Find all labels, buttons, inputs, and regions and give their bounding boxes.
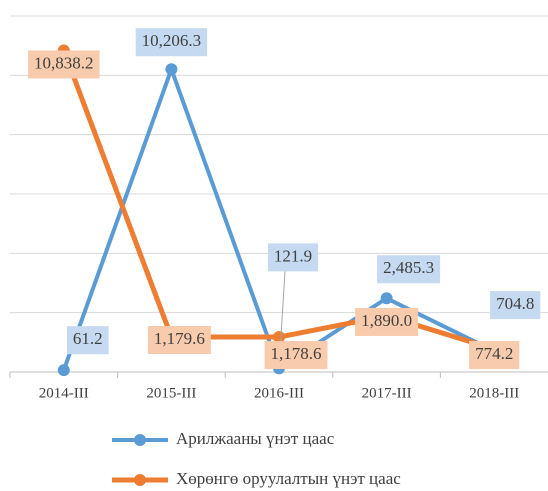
data-label: 704.8 <box>490 291 541 320</box>
data-label-box <box>147 326 211 355</box>
legend-label: Хөрөнгө оруулалтын үнэт цаас <box>176 469 401 488</box>
data-label-text: 2,485.3 <box>383 258 434 277</box>
data-label-text: 61.2 <box>73 329 103 348</box>
data-label-box <box>490 291 541 320</box>
data-label-box <box>28 50 100 79</box>
data-label: 121.9 <box>267 243 319 369</box>
data-label-box <box>377 255 441 284</box>
data-label-text: 1,178.6 <box>271 344 322 363</box>
data-label: 1,179.6 <box>147 326 211 355</box>
data-label-text: 121.9 <box>274 246 312 265</box>
data-label-box <box>66 326 109 355</box>
data-label-text: 774.2 <box>475 344 513 363</box>
legend-marker <box>134 474 146 486</box>
point <box>380 292 393 305</box>
point <box>57 364 70 377</box>
x-tick-label: 2015-III <box>146 385 196 401</box>
line-series <box>61 49 495 352</box>
data-label-text: 10,838.2 <box>34 53 94 72</box>
data-label-text: 1,179.6 <box>154 329 205 348</box>
data-label: 1,178.6 <box>264 341 328 370</box>
data-label-text: 10,206.3 <box>142 31 202 50</box>
data-label: 1,890.0 <box>355 307 419 336</box>
x-tick-label: 2018-III <box>469 385 519 401</box>
data-label: 10,206.3 <box>135 28 208 57</box>
data-label: 2,485.3 <box>377 255 441 284</box>
data-label-box <box>264 341 328 370</box>
data-label-text: 1,890.0 <box>361 311 412 330</box>
point <box>165 63 178 76</box>
x-tick-label: 2016-III <box>254 385 304 401</box>
x-tick-label: 2017-III <box>362 385 412 401</box>
data-label: 10,838.2 <box>28 50 100 79</box>
data-label: 774.2 <box>469 341 520 370</box>
legend-label: Арилжааны үнэт цаас <box>176 429 335 448</box>
data-label-box <box>469 341 520 370</box>
data-label-box <box>267 243 319 272</box>
data-label-box <box>355 307 419 336</box>
data-label: 61.2 <box>66 326 109 355</box>
data-label-text: 704.8 <box>496 294 534 313</box>
legend-marker <box>134 434 146 446</box>
data-label-box <box>135 28 208 57</box>
point <box>273 331 285 344</box>
x-tick-label: 2014-III <box>39 385 89 401</box>
